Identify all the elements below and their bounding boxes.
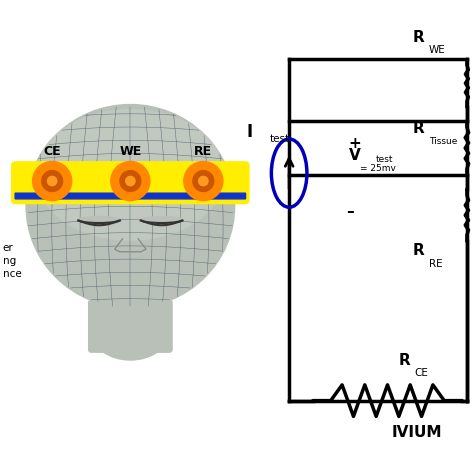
Text: nce: nce: [3, 269, 21, 279]
Circle shape: [111, 162, 150, 201]
Text: RE: RE: [194, 145, 212, 158]
Text: –: –: [346, 204, 354, 219]
Text: $\mathbf{R}$: $\mathbf{R}$: [412, 119, 426, 136]
Text: test: test: [270, 134, 290, 144]
Ellipse shape: [78, 217, 120, 223]
Circle shape: [193, 171, 214, 191]
FancyBboxPatch shape: [89, 300, 172, 352]
FancyBboxPatch shape: [12, 162, 249, 204]
Circle shape: [184, 162, 223, 201]
Text: WE: WE: [119, 145, 141, 158]
Text: = 25mv: = 25mv: [360, 164, 396, 173]
Text: $\mathbf{V}$: $\mathbf{V}$: [348, 147, 362, 163]
Ellipse shape: [26, 105, 235, 308]
Text: +: +: [348, 136, 361, 151]
Text: test: test: [375, 155, 393, 164]
Text: $\mathbf{R}$: $\mathbf{R}$: [398, 352, 411, 368]
Circle shape: [199, 176, 208, 186]
Circle shape: [120, 171, 141, 191]
Text: IVIUM: IVIUM: [392, 425, 442, 440]
Text: Tissue: Tissue: [429, 137, 457, 146]
FancyBboxPatch shape: [15, 193, 246, 199]
Text: ng: ng: [3, 256, 16, 266]
Text: $\mathbf{R}$: $\mathbf{R}$: [412, 243, 426, 258]
Text: CE: CE: [415, 368, 428, 378]
Text: CE: CE: [43, 145, 61, 158]
Circle shape: [33, 162, 72, 201]
Text: WE: WE: [429, 45, 446, 55]
Circle shape: [42, 171, 63, 191]
Text: $\mathbf{I}$: $\mathbf{I}$: [246, 123, 253, 141]
Text: $\mathbf{R}$: $\mathbf{R}$: [412, 28, 426, 45]
Circle shape: [126, 176, 135, 186]
Text: RE: RE: [429, 259, 443, 269]
Circle shape: [47, 176, 57, 186]
Text: er: er: [3, 243, 13, 253]
Ellipse shape: [91, 303, 170, 360]
Ellipse shape: [141, 217, 182, 223]
Ellipse shape: [36, 109, 224, 240]
